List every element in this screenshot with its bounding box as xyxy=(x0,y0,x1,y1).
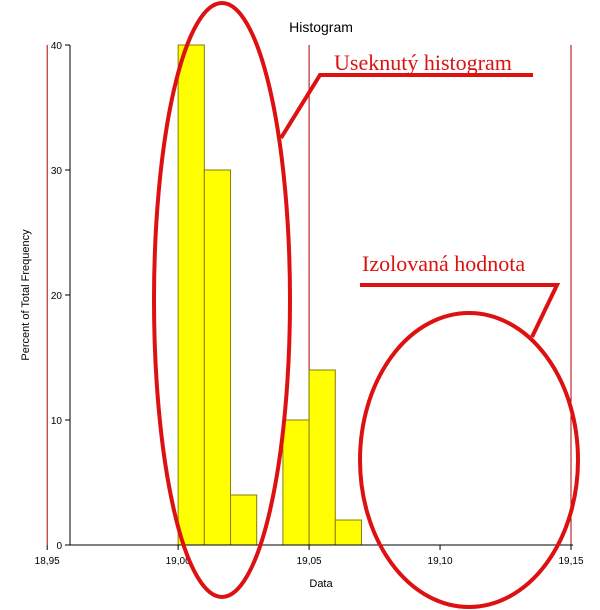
x-tick-label-2: 19,05 xyxy=(297,556,322,567)
chart-title: Histogram xyxy=(289,19,353,35)
truncated-callout-line xyxy=(279,73,533,140)
y-tick-label-1: 10 xyxy=(51,416,63,427)
annotations-group: Useknutý histogram Izolovaná hodnota xyxy=(152,1,580,609)
y-tick-label-4: 40 xyxy=(51,41,63,52)
histogram-bar-2 xyxy=(230,494,258,546)
histogram-bar-5 xyxy=(334,519,362,546)
histogram-bar-1 xyxy=(203,169,232,546)
histogram-bar-3 xyxy=(282,419,310,546)
y-axis-label: Percent of Total Frequency xyxy=(20,229,32,361)
y-tick-label-0: 0 xyxy=(56,541,62,552)
truncated-highlight-ellipse xyxy=(152,1,292,599)
x-tick-label-3: 19,10 xyxy=(428,556,453,567)
isolated-value-label: Izolovaná hodnota xyxy=(362,251,525,276)
isolated-callout-line xyxy=(360,283,561,338)
histogram-bar-4 xyxy=(308,369,336,546)
x-tick-label-0: 18,95 xyxy=(35,556,60,567)
isolated-highlight-ellipse xyxy=(358,311,580,609)
x-axis-label: Data xyxy=(309,578,333,590)
y-tick-label-2: 20 xyxy=(51,291,63,302)
truncated-histogram-label: Useknutý histogram xyxy=(334,50,512,75)
bars-group xyxy=(177,44,362,546)
ticks-group: 0 10 20 30 40 18,95 19,00 19,05 19,10 19,15 xyxy=(35,41,584,567)
histogram-bar-0 xyxy=(177,44,205,546)
x-tick-label-1: 19,00 xyxy=(166,556,191,567)
y-tick-label-3: 30 xyxy=(51,166,63,177)
x-tick-label-4: 19,15 xyxy=(558,556,583,567)
